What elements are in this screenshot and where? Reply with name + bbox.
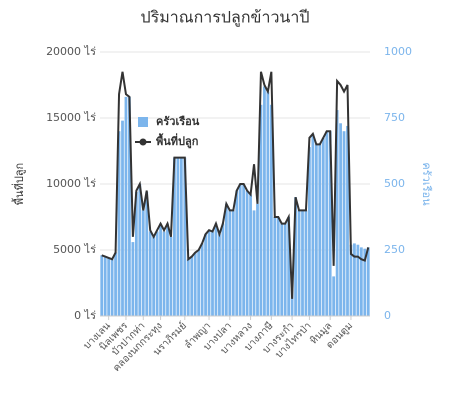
bar [280, 223, 284, 316]
bar [273, 217, 277, 316]
legend-label: ครัวเรือน [156, 115, 200, 128]
bar [197, 250, 201, 316]
y2-tick-label: 500 [384, 177, 405, 190]
bar [176, 157, 180, 316]
bar [218, 234, 221, 316]
bar [318, 144, 322, 316]
bar [342, 131, 346, 316]
bar [314, 144, 318, 316]
legend-dot [139, 138, 147, 146]
y-tick-label: 5000 ไร่ [53, 243, 96, 256]
bar [110, 259, 114, 316]
bar [290, 289, 294, 316]
bar [349, 244, 353, 316]
bar [249, 194, 252, 316]
bar [141, 210, 145, 316]
bar [308, 147, 311, 316]
bar [304, 210, 308, 316]
bar [183, 157, 187, 316]
bar [332, 276, 336, 316]
chart-title: ปริมาณการปลูกข้าวนาปี [140, 8, 309, 28]
y-tick-label: 10000 ไร่ [46, 177, 96, 190]
bar [224, 203, 228, 316]
bar [335, 110, 339, 316]
bar [200, 243, 204, 316]
bar [128, 96, 131, 316]
bar [266, 91, 270, 316]
bar [366, 247, 370, 316]
bar [287, 217, 291, 316]
bar [221, 223, 225, 316]
y-tick-label: 0 ไร่ [74, 309, 96, 322]
bar [325, 131, 329, 316]
bar [311, 133, 315, 316]
bar [339, 123, 342, 316]
bar [148, 231, 152, 316]
bar [204, 234, 207, 316]
bar [328, 131, 332, 316]
bar [211, 231, 214, 316]
bar [121, 120, 124, 316]
bar [269, 104, 273, 316]
legend-label: พื้นที่ปลูก [156, 133, 199, 149]
bar [166, 223, 169, 316]
bar [159, 223, 162, 316]
bar [359, 247, 363, 316]
bar [238, 184, 242, 316]
y-axis-label: พื้นที่ปลูก [11, 163, 26, 205]
bar [263, 86, 266, 316]
y2-tick-label: 750 [384, 111, 405, 124]
y-tick-label: 15000 ไร่ [46, 111, 96, 124]
bar [186, 259, 190, 316]
bar [162, 231, 166, 316]
bar [145, 191, 149, 316]
bar [131, 242, 135, 316]
line [101, 71, 370, 299]
bar [228, 210, 232, 316]
bar [353, 243, 356, 316]
bar [179, 157, 183, 316]
bar [193, 252, 197, 316]
bar [138, 184, 142, 316]
bar [363, 248, 367, 316]
bar [155, 231, 159, 316]
bar [256, 203, 259, 316]
y-tick-label: 20000 ไร่ [46, 45, 96, 58]
bar [207, 230, 211, 316]
y2-tick-label: 1000 [384, 45, 412, 58]
bar [301, 210, 304, 316]
bar [152, 236, 156, 316]
bar [346, 125, 349, 316]
bar [259, 104, 263, 316]
bar [235, 190, 239, 316]
bar [297, 210, 301, 316]
y2-tick-label: 250 [384, 243, 405, 256]
bar [107, 257, 111, 316]
bar [103, 256, 107, 316]
bar [100, 255, 104, 316]
y2-axis-label: ครัวเรือน [420, 162, 433, 206]
bar [242, 184, 246, 316]
bar [252, 210, 256, 316]
bar [231, 210, 235, 316]
bar [117, 131, 121, 316]
bar [276, 217, 280, 316]
bar [169, 236, 173, 316]
bar [245, 190, 249, 316]
bar [124, 96, 128, 316]
bar [283, 223, 287, 316]
y2-tick-label: 0 [384, 309, 391, 322]
bar [134, 191, 138, 316]
bar [190, 256, 194, 316]
bar [356, 244, 360, 316]
bar [173, 157, 176, 316]
bar [294, 197, 297, 316]
bar [214, 223, 218, 316]
legend-swatch [138, 117, 148, 127]
bar [321, 137, 325, 316]
bar [114, 252, 117, 316]
